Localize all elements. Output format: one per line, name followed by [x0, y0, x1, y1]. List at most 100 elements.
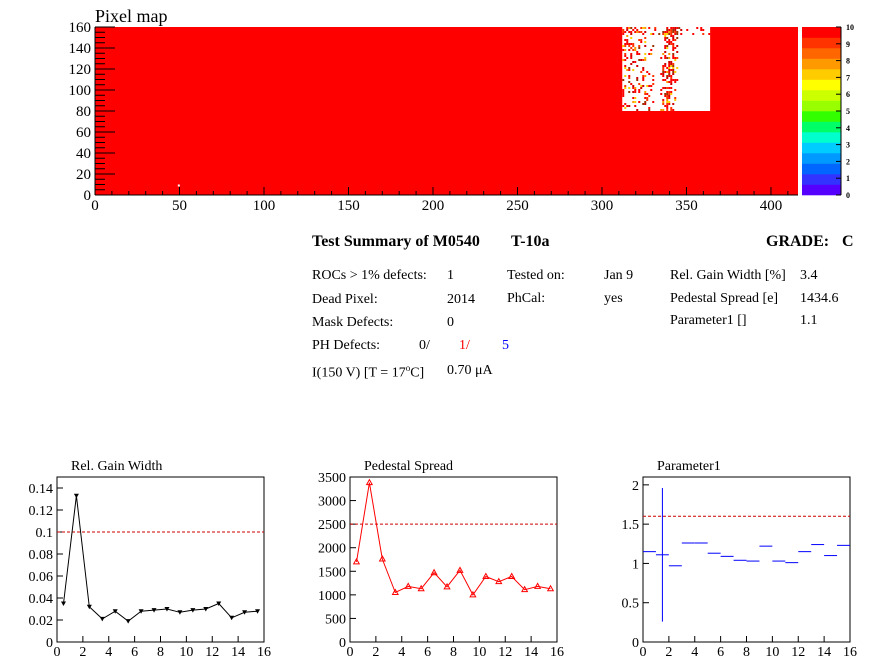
- y-tick-label: 0.5: [622, 597, 640, 612]
- noise-pixel: [696, 27, 699, 29]
- y-tick-label: 1: [632, 557, 639, 572]
- noise-pixel: [634, 61, 637, 63]
- noise-pixel: [644, 41, 647, 43]
- noise-pixel: [622, 59, 625, 61]
- noise-pixel: [644, 91, 647, 93]
- noise-pixel: [662, 101, 665, 103]
- noise-pixel: [666, 109, 669, 111]
- noise-pixel: [632, 97, 635, 99]
- noise-pixel: [640, 59, 643, 61]
- data-point: [456, 566, 464, 573]
- noise-pixel: [626, 27, 629, 29]
- noise-pixel: [624, 45, 627, 47]
- noise-pixel: [632, 43, 635, 45]
- noise-pixel: [638, 47, 641, 49]
- data-point: [391, 588, 399, 595]
- y-tick-label: 3000: [318, 495, 346, 510]
- color-scale-band: [802, 174, 841, 185]
- noise-pixel: [664, 47, 667, 49]
- noise-pixel: [670, 109, 673, 111]
- noise-pixel: [654, 29, 657, 31]
- noise-pixel: [636, 31, 639, 33]
- x-tick-label: 0: [347, 645, 354, 660]
- noise-pixel: [636, 109, 639, 111]
- y-tick-label: 1.5: [622, 518, 640, 533]
- noise-pixel: [644, 53, 647, 55]
- noise-pixel: [622, 49, 625, 51]
- parameter1-value: 1.1: [800, 313, 818, 328]
- noise-pixel: [672, 43, 675, 45]
- noise-pixel: [676, 33, 679, 35]
- x-tick-label: 400: [760, 198, 783, 214]
- data-point: [378, 555, 386, 562]
- x-tick-label: 4: [691, 645, 698, 660]
- noise-pixel: [628, 31, 631, 33]
- noise-pixel: [670, 91, 673, 93]
- noise-pixel: [670, 63, 673, 65]
- noise-pixel: [676, 51, 679, 53]
- series-line: [63, 495, 258, 622]
- noise-pixel: [666, 67, 669, 69]
- noise-pixel: [634, 49, 637, 51]
- noise-pixel: [666, 31, 669, 33]
- noise-pixel: [634, 27, 637, 29]
- dead-region-noise: [622, 27, 711, 111]
- noise-pixel: [666, 105, 669, 107]
- isolated-dead-pixel: [177, 184, 180, 187]
- noise-pixel: [664, 39, 667, 41]
- x-tick-label: 16: [550, 645, 564, 660]
- y-tick-label: 2: [632, 479, 639, 494]
- noise-pixel: [650, 33, 653, 35]
- noise-pixel: [672, 73, 675, 75]
- noise-pixel: [668, 75, 671, 77]
- y-tick-label: 60: [76, 125, 91, 141]
- x-tick-label: 8: [743, 645, 750, 660]
- noise-pixel: [700, 27, 703, 29]
- color-scale-label: 8: [846, 57, 850, 66]
- color-scale-label: 7: [846, 73, 850, 82]
- noise-pixel: [666, 75, 669, 77]
- x-tick-label: 10: [472, 645, 486, 660]
- noise-pixel: [646, 97, 649, 99]
- noise-pixel: [672, 69, 675, 71]
- ph-defects-value-2: 1/: [459, 338, 470, 353]
- noise-pixel: [642, 75, 645, 77]
- noise-pixel: [668, 29, 671, 31]
- noise-pixel: [644, 97, 647, 99]
- noise-pixel: [660, 57, 663, 59]
- noise-pixel: [636, 53, 639, 55]
- data-point: [112, 609, 118, 614]
- noise-pixel: [670, 43, 673, 45]
- noise-pixel: [666, 77, 669, 79]
- noise-pixel: [628, 81, 631, 83]
- noise-pixel: [674, 33, 677, 35]
- noise-pixel: [672, 27, 675, 29]
- noise-pixel: [668, 61, 671, 63]
- x-tick-label: 6: [424, 645, 431, 660]
- noise-pixel: [668, 63, 671, 65]
- y-tick-label: 500: [325, 612, 346, 627]
- noise-pixel: [648, 109, 651, 111]
- grade-label: GRADE:: [766, 233, 830, 250]
- noise-pixel: [652, 75, 655, 77]
- noise-pixel: [624, 103, 627, 105]
- noise-pixel: [666, 47, 669, 49]
- noise-pixel: [658, 33, 661, 35]
- noise-pixel: [624, 75, 627, 77]
- noise-pixel: [638, 31, 641, 33]
- y-tick-label: 80: [76, 104, 91, 120]
- y-tick-label: 0: [84, 188, 92, 204]
- noise-pixel: [626, 35, 629, 37]
- noise-pixel: [652, 79, 655, 81]
- noise-pixel: [624, 107, 627, 109]
- noise-pixel: [644, 59, 647, 61]
- color-scale-band: [802, 132, 841, 143]
- color-scale-band: [802, 48, 841, 59]
- noise-pixel: [670, 83, 673, 85]
- current-value: 0.70 μA: [447, 363, 493, 378]
- noise-pixel: [664, 37, 667, 39]
- noise-pixel: [674, 59, 677, 61]
- parameter1-label: Parameter1 []: [670, 313, 747, 328]
- data-point: [508, 572, 516, 579]
- noise-pixel: [670, 41, 673, 43]
